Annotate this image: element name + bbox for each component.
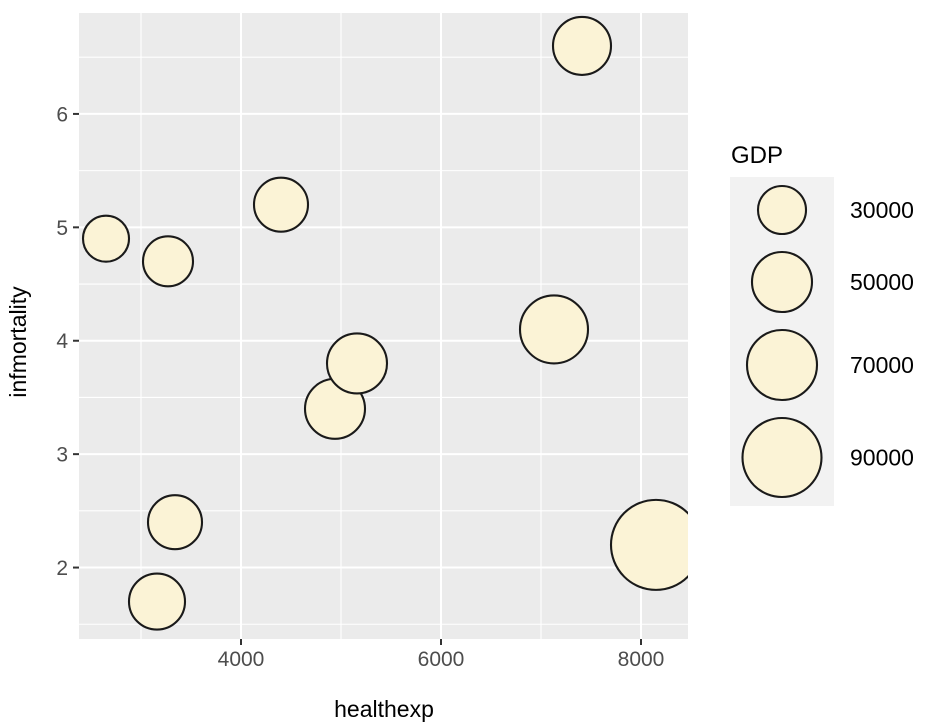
legend-item-label: 30000 <box>850 197 914 223</box>
data-bubble[interactable] <box>81 214 131 263</box>
data-bubble[interactable] <box>325 332 389 395</box>
data-bubble[interactable] <box>609 498 701 591</box>
x-tick-label: 8000 <box>618 648 665 671</box>
y-tick-label: 2 <box>56 557 68 580</box>
y-tick-label: 4 <box>56 330 68 353</box>
axis-layer: 4000 6000 8000 6 5 4 3 2 <box>56 103 664 671</box>
x-tick-label: 4000 <box>218 648 265 671</box>
legend: 30000 50000 70000 90000 <box>730 177 914 506</box>
plot-panel-layer <box>79 13 701 639</box>
data-bubble[interactable] <box>146 494 204 551</box>
legend-key-bubble <box>756 184 808 236</box>
data-bubble[interactable] <box>127 572 187 631</box>
legend-item-label: 90000 <box>850 445 914 471</box>
data-bubble[interactable] <box>551 15 613 76</box>
y-axis-title: infmortality <box>5 286 31 398</box>
y-tick-label: 5 <box>56 217 68 240</box>
legend-item-label: 70000 <box>850 352 914 378</box>
y-tick-label: 6 <box>56 103 68 126</box>
legend-key-bubble <box>745 328 819 402</box>
legend-title: GDP <box>731 142 783 169</box>
bubble-group <box>81 15 701 631</box>
data-bubble[interactable] <box>141 235 195 288</box>
legend-key-bubble <box>750 250 814 314</box>
data-bubble[interactable] <box>518 294 590 365</box>
y-tick-label: 3 <box>56 444 68 467</box>
x-tick-label: 6000 <box>418 648 465 671</box>
data-bubble[interactable] <box>252 176 310 233</box>
legend-item-label: 50000 <box>850 269 914 295</box>
legend-key-bubble <box>741 416 823 499</box>
x-axis-title: healthexp <box>334 696 434 722</box>
